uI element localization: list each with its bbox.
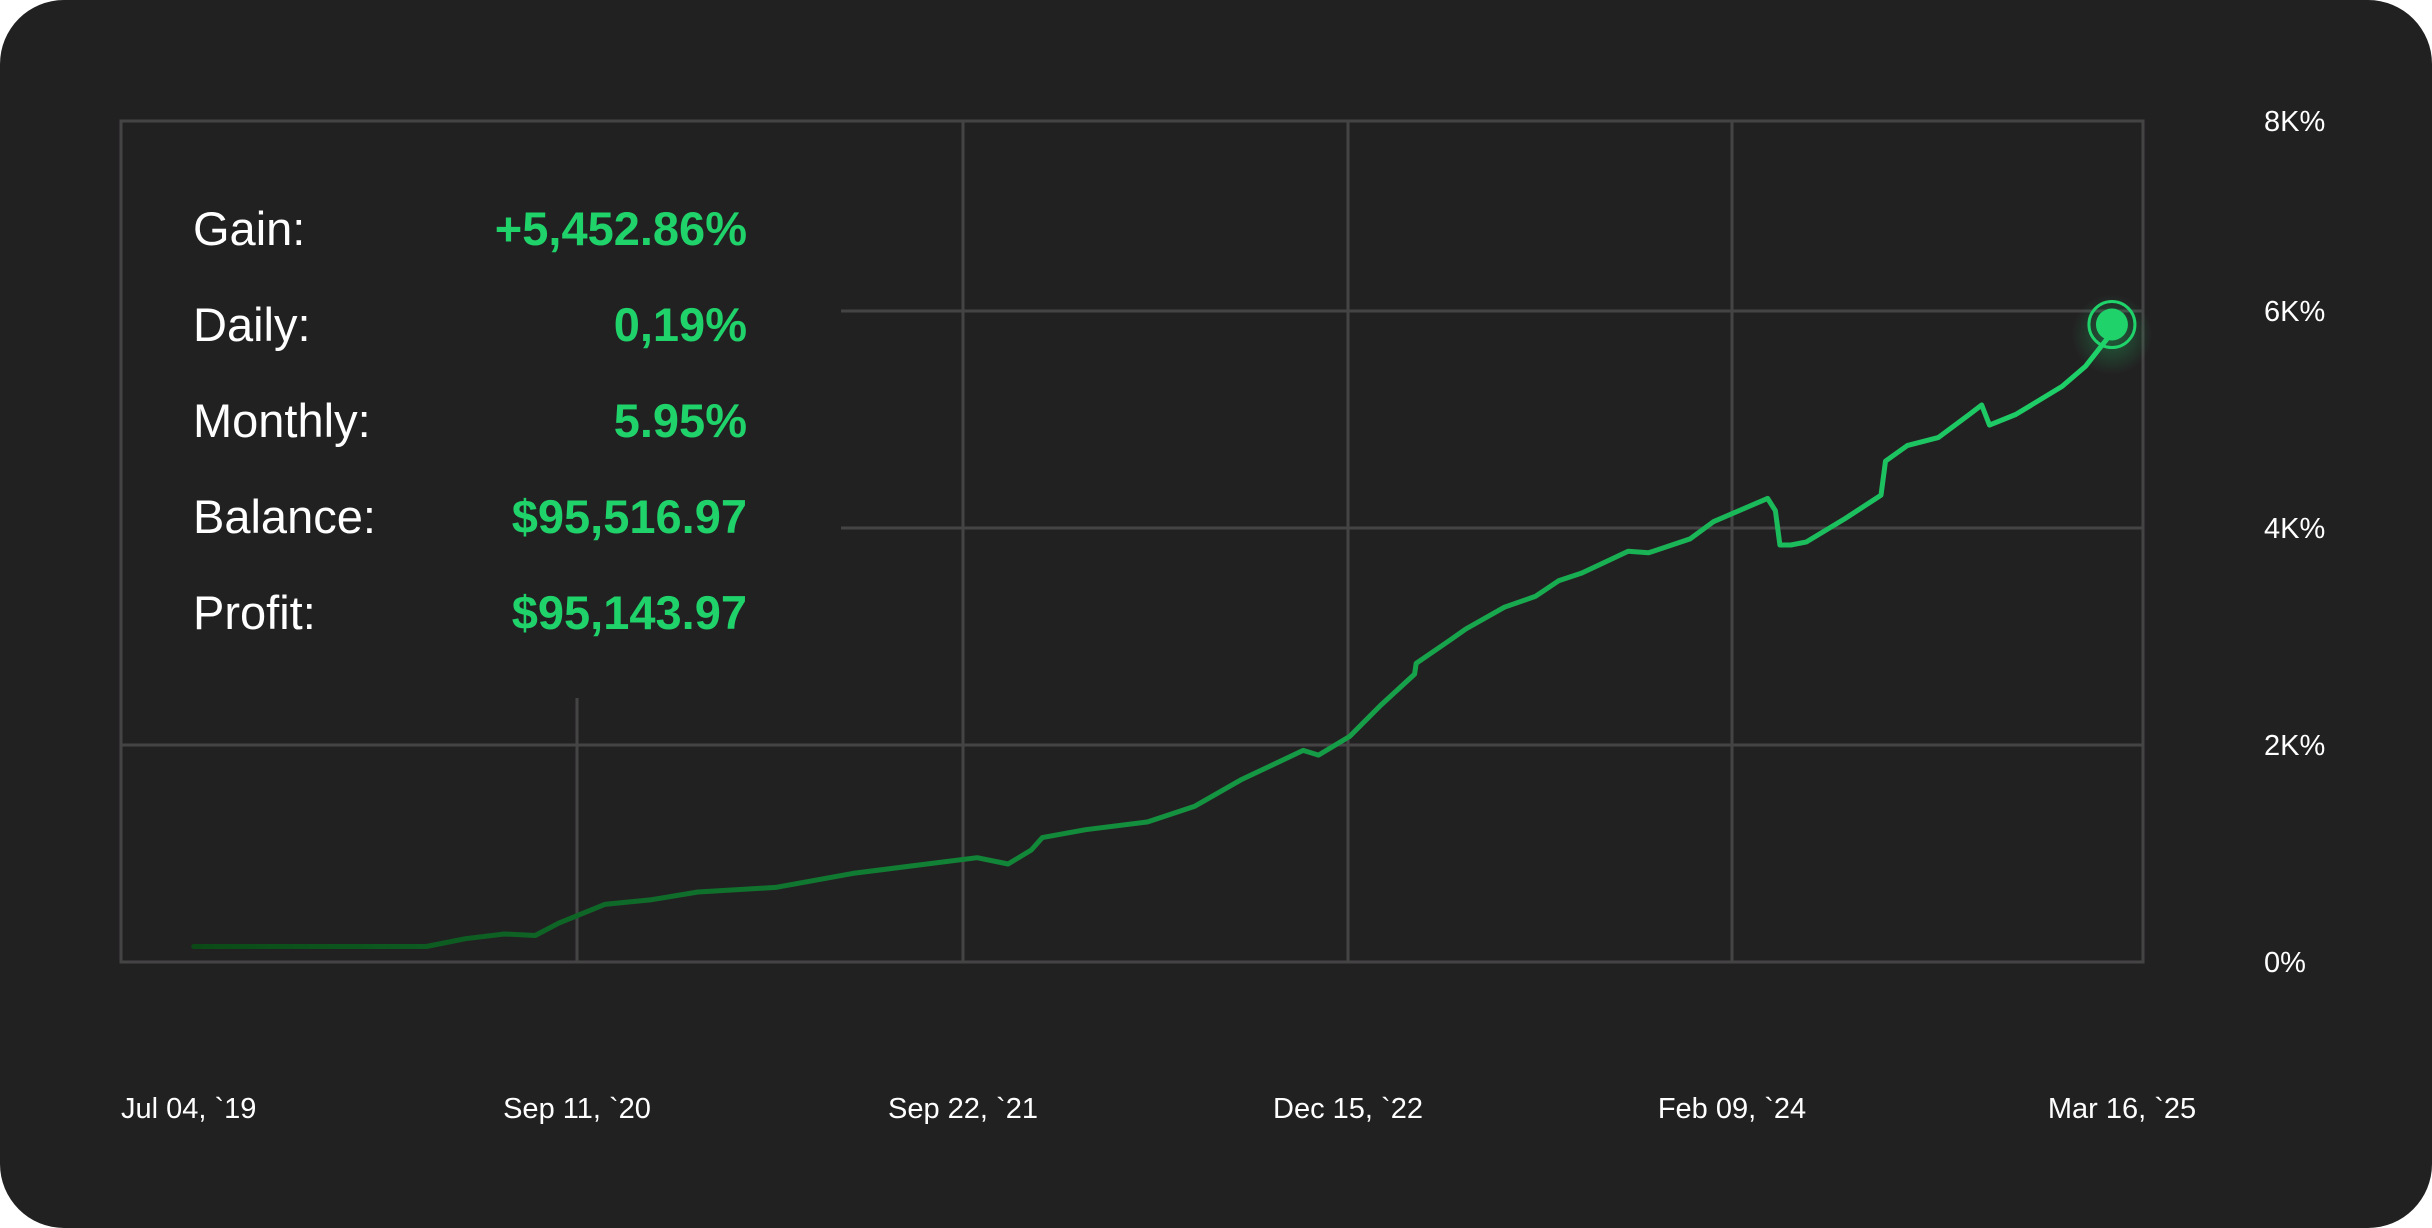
x-tick-label: Sep 11, `20 [503, 1093, 651, 1125]
x-axis-labels: Jul 04, `19 Sep 11, `20 Sep 22, `21 Dec 15,… [121, 1093, 2196, 1125]
x-tick-label: Sep 22, `21 [888, 1093, 1038, 1125]
y-tick-label: 6K% [2264, 296, 2325, 328]
gain-line [191, 334, 2112, 949]
stat-gain: Gain: +5,452.86% [193, 180, 747, 276]
stat-value: $95,516.97 [511, 489, 747, 543]
marker-ring [2087, 299, 2137, 349]
x-tick-label: Feb 09, `24 [1658, 1093, 1806, 1125]
y-tick-label: 2K% [2264, 730, 2325, 762]
stats-panel: Gain: +5,452.86% Daily: 0,19% Monthly: 5.95… [193, 180, 747, 660]
stat-monthly: Monthly: 5.95% [193, 372, 747, 468]
stat-label: Gain: [193, 201, 306, 255]
plot-border [119, 119, 2145, 964]
stat-value: 5.95% [613, 393, 747, 447]
stat-value: 0,19% [613, 297, 747, 351]
stat-profit: Profit: $95,143.97 [193, 564, 747, 660]
y-tick-label: 0% [2264, 947, 2306, 979]
stat-value: +5,452.86% [494, 201, 747, 255]
stat-label: Daily: [193, 297, 311, 351]
x-tick-label: Mar 16, `25 [2048, 1093, 2196, 1125]
stat-daily: Daily: 0,19% [193, 276, 747, 372]
stat-label: Profit: [193, 585, 316, 639]
y-tick-label: 4K% [2264, 513, 2325, 545]
stat-label: Monthly: [193, 393, 371, 447]
y-tick-label: 8K% [2264, 106, 2325, 138]
stat-value: $95,143.97 [511, 585, 747, 639]
marker-dot [2095, 308, 2128, 341]
x-tick-label: Jul 04, `19 [121, 1093, 256, 1125]
stat-label: Balance: [193, 489, 376, 543]
y-axis-labels: 0% 2K% 4K% 6K% 8K% [2264, 106, 2325, 979]
stat-balance: Balance: $95,516.97 [193, 468, 747, 564]
x-tick-label: Dec 15, `22 [1273, 1093, 1423, 1125]
grid [119, 119, 2145, 964]
latest-point-marker[interactable] [2071, 294, 2152, 375]
